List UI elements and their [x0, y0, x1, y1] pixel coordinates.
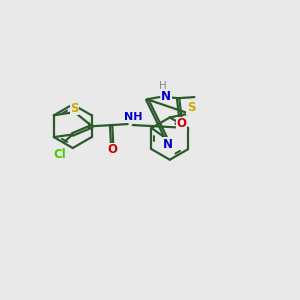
- Text: N: N: [161, 90, 171, 103]
- Text: H: H: [160, 81, 167, 91]
- Text: O: O: [176, 117, 186, 130]
- Text: S: S: [70, 102, 79, 115]
- Text: NH: NH: [124, 112, 143, 122]
- Text: Cl: Cl: [53, 148, 66, 161]
- Text: N: N: [163, 138, 173, 151]
- Text: S: S: [187, 101, 196, 114]
- Text: O: O: [107, 143, 117, 156]
